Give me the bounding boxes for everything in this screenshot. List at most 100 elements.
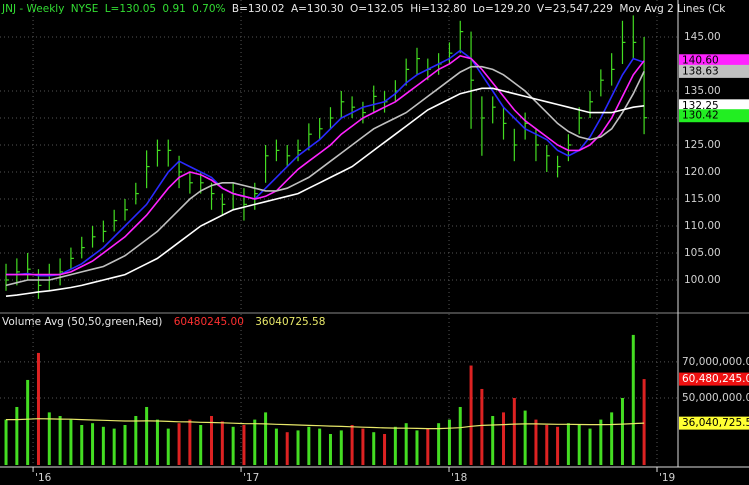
volume-bar — [480, 388, 484, 465]
volume-bar — [307, 426, 311, 465]
volume-bar — [577, 424, 581, 465]
volume-bar — [4, 419, 8, 465]
volume-bar — [545, 424, 549, 465]
volume-bar — [447, 419, 451, 465]
value-box — [679, 99, 749, 113]
y-tick-label: 125.00 — [684, 139, 721, 151]
moving-average — [6, 55, 645, 276]
volume-bar — [393, 426, 397, 465]
value-box — [679, 54, 749, 68]
volume-average — [6, 418, 645, 430]
volume-bar — [318, 428, 322, 465]
volume-bar — [274, 428, 278, 465]
moving-average — [6, 49, 645, 277]
volume-bar — [134, 415, 138, 465]
value-box — [679, 109, 749, 123]
y-tick-label: 100.00 — [684, 274, 721, 286]
volume-bar — [69, 419, 73, 465]
value-box — [679, 64, 749, 78]
volume-bar — [123, 424, 127, 465]
volume-bar — [361, 428, 365, 465]
volume-bar — [350, 424, 354, 465]
volume-bar — [469, 365, 473, 465]
moving-average — [5, 65, 645, 287]
volume-last: 60480245.00 — [174, 316, 244, 328]
x-tick-label: '16 — [35, 472, 52, 484]
volume-bar — [415, 430, 419, 465]
volume-title: Volume Avg (50,50,green,Red) — [2, 316, 162, 328]
open: O=132.05 — [350, 3, 404, 15]
volume-bar — [383, 434, 387, 465]
volume-bar — [502, 412, 506, 465]
volume-bar — [188, 419, 192, 465]
volume-bar — [296, 430, 300, 465]
volume-bar — [58, 415, 62, 465]
y-tick-label: 120.00 — [684, 166, 721, 178]
volume-bar — [210, 415, 214, 465]
volume-bar — [220, 421, 224, 465]
volume-bar — [491, 415, 495, 465]
volume-bar — [328, 434, 332, 465]
percent: 0.70% — [192, 3, 225, 15]
low: Lo=129.20 — [473, 3, 531, 15]
last: L=130.05 — [105, 3, 156, 15]
moving-average — [5, 87, 645, 297]
volume-bar — [91, 423, 95, 465]
y-tick-label: 110.00 — [684, 220, 721, 232]
volume-bar — [264, 412, 268, 465]
high: Hi=132.80 — [410, 3, 466, 15]
volume-legend: Volume Avg (50,50,green,Red) 60480245.00… — [2, 316, 325, 328]
bid: B=130.02 — [232, 3, 285, 15]
volume-bar — [253, 419, 257, 465]
volume-bar — [631, 334, 635, 465]
volume-bar — [285, 432, 289, 465]
volume-average: 36040725.58 — [255, 316, 325, 328]
volume-bar — [372, 432, 376, 465]
volume-bar — [523, 410, 527, 465]
x-tick-label: '19 — [659, 472, 675, 484]
volume-bar — [101, 426, 105, 465]
value-box-label: 130.42 — [682, 110, 719, 122]
volume-bar — [642, 379, 646, 465]
volume-bar — [588, 428, 592, 465]
volume: V=23,547,229 — [537, 3, 613, 15]
volume-bar — [610, 412, 614, 465]
y-tick-label: 135.00 — [684, 85, 721, 97]
volume-bar — [26, 379, 30, 465]
header: JNJ - Weekly NYSE L=130.05 0.91 0.70% B=… — [1, 3, 726, 15]
value-box — [679, 416, 749, 430]
volume-bar — [599, 419, 603, 465]
x-tick-label: '18 — [451, 472, 467, 484]
volume-bar — [339, 430, 343, 465]
volume-bar — [166, 428, 170, 465]
exchange: NYSE — [71, 3, 99, 15]
volume-bar — [145, 406, 149, 465]
study: Mov Avg 2 Lines (Ck — [619, 3, 726, 15]
volume-bar — [112, 428, 116, 465]
value-box-label: 36,040,725.58 — [682, 417, 749, 429]
volume-bar — [458, 406, 462, 465]
y-tick-label: 145.00 — [684, 31, 721, 43]
volume-bar — [534, 419, 538, 465]
volume-bar — [155, 419, 159, 465]
change: 0.91 — [162, 3, 185, 15]
volume-bar — [426, 428, 430, 465]
volume-bar — [47, 412, 51, 465]
value-box-label: 132.25 — [682, 100, 719, 112]
volume-bar — [199, 424, 203, 465]
value-box-label: 138.63 — [682, 65, 719, 77]
volume-bar — [566, 423, 570, 465]
y-tick-label: 105.00 — [684, 247, 721, 259]
volume-bar — [36, 352, 40, 465]
volume-bar — [177, 423, 181, 465]
value-box-label: 140.60 — [682, 55, 719, 67]
volume-bar — [231, 426, 235, 465]
volume-tick-label: 70,000,000.00 — [682, 356, 749, 368]
volume-bar — [620, 397, 624, 465]
value-box-label: 60,480,245.00 — [682, 373, 749, 385]
volume-bar — [80, 424, 84, 465]
volume-bar — [15, 406, 19, 465]
ask: A=130.30 — [291, 3, 344, 15]
